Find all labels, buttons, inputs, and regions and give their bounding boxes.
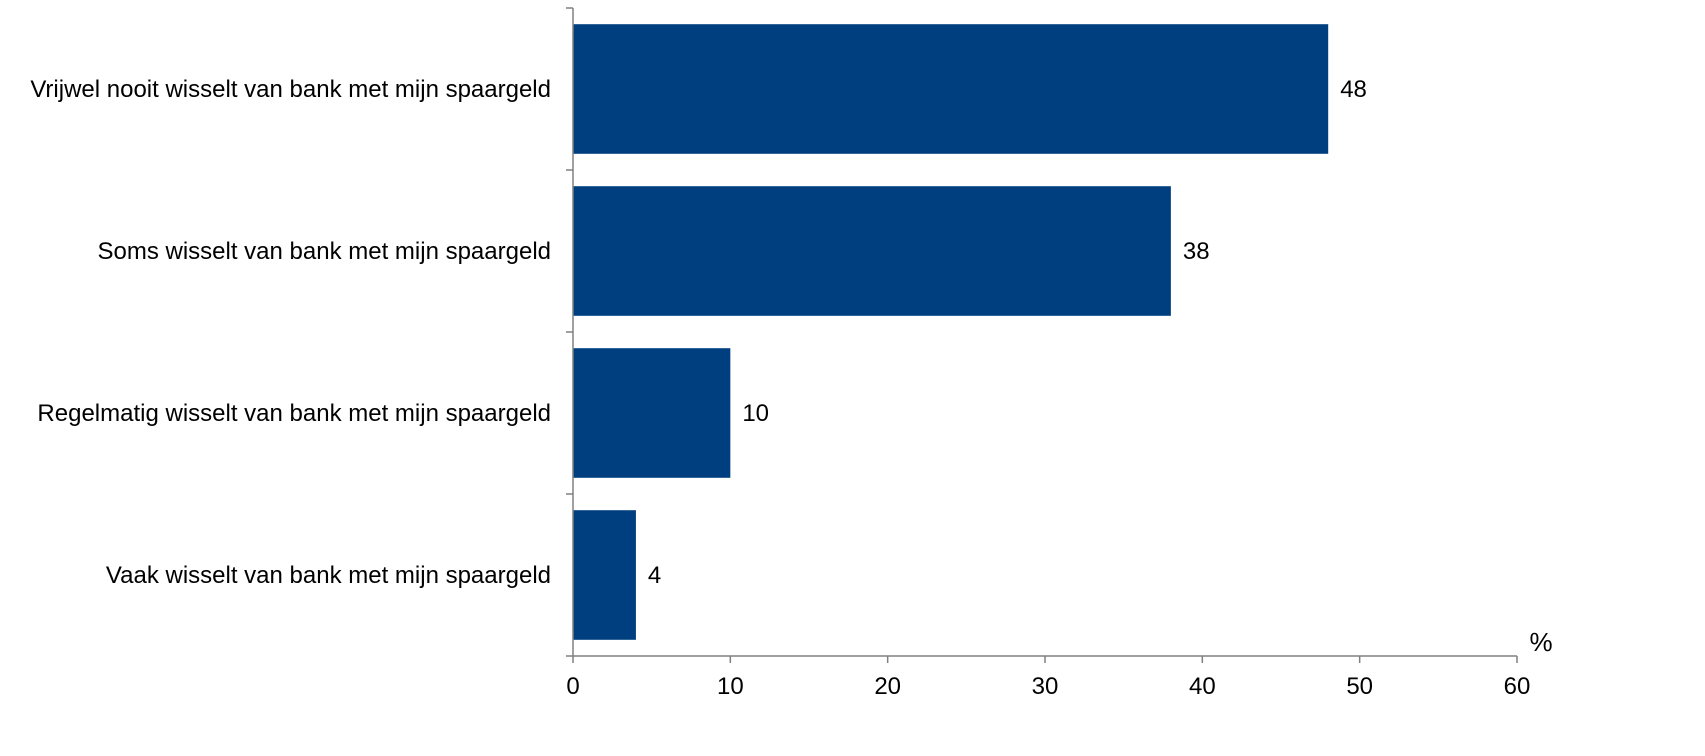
category-label-1: Vrijwel nooit wisselt van bank met mijn …: [30, 76, 551, 103]
bar-3: [573, 348, 731, 478]
bar-1: [573, 24, 1329, 154]
bars-group: [573, 24, 1329, 640]
category-label-2: Soms wisselt van bank met mijn spaargeld: [97, 238, 551, 265]
x-tick-label: 40: [1189, 673, 1216, 700]
x-tick-label: 50: [1346, 673, 1373, 700]
bar-2: [573, 186, 1171, 316]
category-label-3: Regelmatig wisselt van bank met mijn spa…: [37, 400, 551, 427]
category-labels-group: Vrijwel nooit wisselt van bank met mijn …: [30, 76, 551, 589]
x-tick-label: 10: [717, 673, 744, 700]
x-axis-unit-label: %: [1529, 627, 1552, 657]
x-axis-ticks-group: 0 10 20 30 40 50 60: [566, 656, 1530, 700]
data-labels-group: 48 38 10 4: [648, 76, 1367, 589]
x-tick-label: 30: [1032, 673, 1059, 700]
data-label-3: 10: [742, 400, 769, 427]
category-label-4: Vaak wisselt van bank met mijn spaargeld: [106, 562, 551, 589]
data-label-2: 38: [1183, 238, 1210, 265]
x-tick-label: 60: [1504, 673, 1531, 700]
data-label-4: 4: [648, 562, 661, 589]
data-label-1: 48: [1340, 76, 1367, 103]
x-tick-label: 0: [566, 673, 579, 700]
x-tick-label: 20: [874, 673, 901, 700]
y-axis-ticks-group: [566, 7, 573, 657]
bar-4: [573, 510, 636, 640]
